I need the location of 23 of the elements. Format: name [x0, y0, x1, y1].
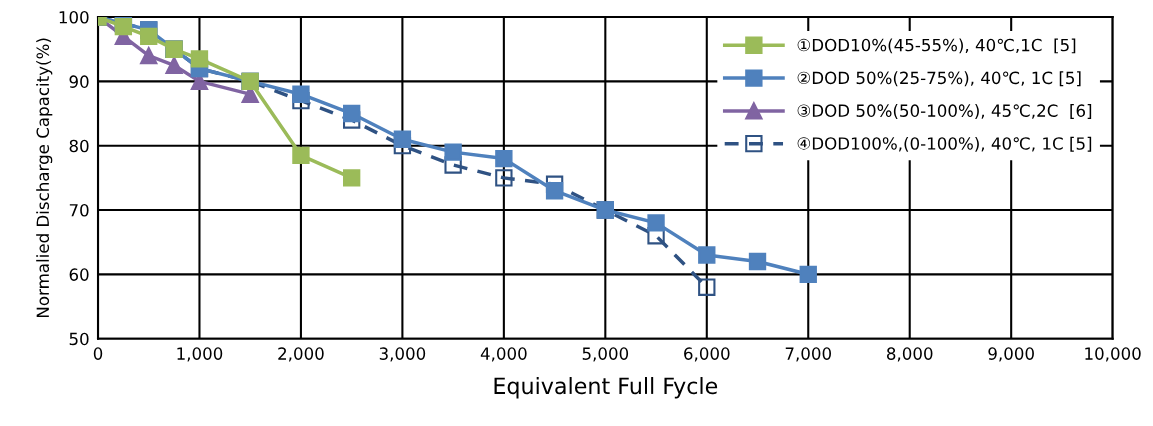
y-tick-label: 80: [69, 139, 89, 153]
y-tick-label: 90: [69, 75, 89, 88]
y-tick-label: 100: [59, 11, 89, 24]
x-tick-label: 4,000: [480, 347, 527, 362]
y-axis-title: Normalied Discharge Capacity(%): [36, 38, 53, 317]
legend-label: ②DOD 50%(25-75%), 40℃, 1C [5]: [797, 71, 1081, 87]
x-tick-label: 8,000: [886, 347, 933, 362]
y-tick-label: 60: [69, 268, 89, 281]
x-tick-label: 2,000: [278, 347, 324, 362]
legend-label: ③DOD 50%(50-100%), 45℃,2C [6]: [797, 104, 1092, 119]
x-tick-label: 1,000: [177, 347, 223, 362]
x-tick-label: 5,000: [582, 347, 629, 362]
x-tick-label: 6,000: [684, 347, 730, 362]
x-tick-label: 9,000: [988, 347, 1034, 362]
legend-label: ④DOD100%,(0-100%), 40℃, 1C [5]: [797, 136, 1092, 152]
y-tick-label: 50: [69, 332, 89, 346]
x-tick-label: 0: [93, 347, 103, 360]
x-axis-title: Equivalent Full Fycle: [494, 377, 718, 399]
legend-label: ①DOD10%(45-55%), 40℃,1C [5]: [797, 38, 1076, 54]
x-tick-label: 7,000: [785, 347, 831, 362]
x-tick-label: 10,000: [1085, 347, 1141, 362]
x-tick-label: 3,000: [379, 347, 426, 362]
y-tick-label: 70: [69, 203, 89, 217]
